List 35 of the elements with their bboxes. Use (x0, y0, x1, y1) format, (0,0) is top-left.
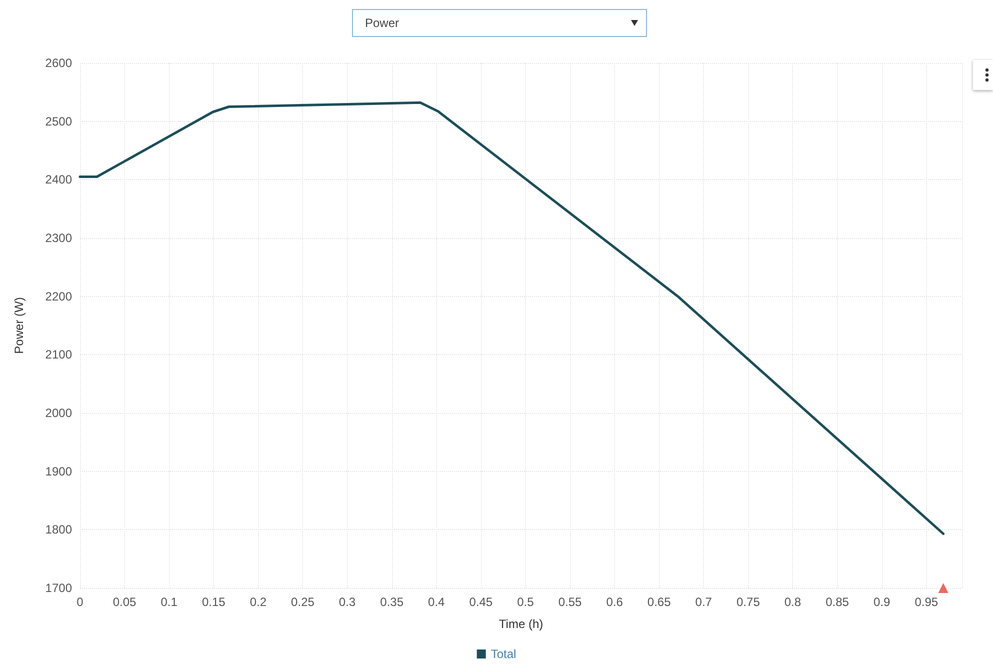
x-tick-label: 0.3 (338, 595, 356, 609)
x-tick-label: 0.5 (517, 595, 534, 609)
x-tick-label: 0.35 (380, 595, 404, 609)
y-tick-label: 1900 (45, 464, 72, 478)
x-tick-label: 0.65 (647, 595, 672, 609)
x-tick-label: 0.75 (736, 595, 760, 609)
y-tick-label: 2100 (45, 348, 72, 362)
y-tick-label: 1800 (45, 522, 72, 537)
x-tick-label: 0.2 (250, 595, 267, 609)
x-tick-label: 0.25 (291, 595, 315, 609)
y-tick-label: 1700 (45, 581, 72, 595)
x-tick-label: 0.15 (202, 595, 226, 609)
x-tick-label: 0.95 (914, 595, 938, 609)
legend-label: Total (490, 647, 516, 661)
x-tick-label: 0.6 (606, 595, 624, 609)
y-tick-label: 2600 (45, 56, 72, 70)
y-tick-label: 2000 (45, 406, 72, 420)
x-tick-label: 0.05 (112, 595, 137, 609)
chart-title: Power (365, 16, 400, 30)
x-tick-label: 0.45 (469, 595, 493, 609)
x-tick-label: 0.9 (873, 595, 890, 609)
x-tick-label: 0.4 (428, 595, 446, 609)
y-tick-label: 2400 (45, 172, 72, 187)
y-tick-label: 2500 (45, 114, 72, 128)
x-tick-label: 0.55 (558, 595, 582, 609)
x-axis-title: Time (h) (498, 617, 544, 631)
y-tick-label: 2200 (45, 289, 72, 304)
x-tick-label: 0.8 (784, 595, 802, 609)
x-tick-label: 0 (76, 595, 84, 609)
y-axis-title: Power (W) (12, 297, 26, 354)
line-series (78, 101, 945, 535)
x-tick-label: 0.1 (160, 595, 178, 609)
y-tick-label: 2300 (45, 231, 72, 245)
x-tick-label: 0.85 (826, 595, 850, 609)
x-tick-label: 0.7 (695, 595, 712, 609)
